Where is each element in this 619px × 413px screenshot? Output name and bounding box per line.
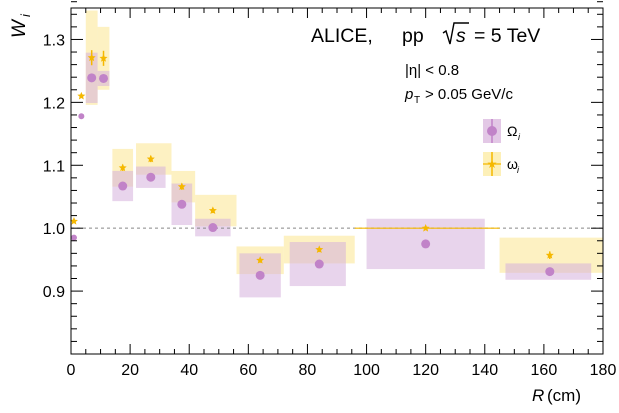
x-axis-label-unit: (cm) [547, 386, 581, 405]
omega-small-point-3 [99, 54, 108, 62]
omega-big-point-0 [70, 234, 77, 241]
omega-small-point-11 [545, 251, 554, 259]
x-tick-label: 80 [299, 362, 317, 379]
x-tick-label: 120 [412, 362, 439, 379]
x-tick-label: 160 [531, 362, 558, 379]
x-tick-label: 60 [239, 362, 257, 379]
x-tick-label: 140 [471, 362, 498, 379]
sqrt-s-label: s [456, 25, 466, 47]
y-tick-label: 0.9 [43, 284, 65, 301]
legend: Ω i ★ ω i [483, 119, 521, 176]
legend-omega-small-marker: ★ [487, 157, 498, 171]
omega-big-point-7 [208, 223, 218, 233]
pt-subscript: T [414, 95, 420, 106]
omega-big-point-9 [314, 259, 324, 269]
energy-label: = 5 TeV [474, 25, 540, 47]
y-tick-label: 1.1 [43, 158, 65, 175]
systematic-boxes [85, 10, 603, 298]
x-tick-label: 0 [67, 362, 76, 379]
y-axis-label: W [9, 18, 30, 38]
y-tick-label: 1.0 [43, 221, 65, 238]
axes: 0 20 40 60 80 100 120 140 160 180 0.9 1.0 1.1 1.2 1.3 [43, 1, 617, 379]
omega-small-point-5 [146, 154, 155, 163]
system-label: pp [402, 25, 424, 47]
y-axis-label-sub: i [18, 13, 33, 17]
legend-omega-big-sub: i [518, 132, 521, 142]
omega-small-point-8 [256, 256, 265, 264]
x-axis-label-var: R [532, 386, 544, 405]
omega-small-point-4 [118, 163, 127, 172]
eta-cut-label: |η| < 0.8 [405, 62, 459, 79]
omega-big-point-1 [78, 113, 85, 120]
y-tick-label: 1.3 [43, 32, 65, 49]
omega-small-point-7 [208, 206, 217, 214]
omega-small-point-1 [77, 91, 86, 100]
omega-big-point-10 [421, 239, 431, 249]
pt-label: p [404, 86, 413, 103]
x-tick-label: 20 [121, 362, 139, 379]
pt-cut-label: > 0.05 GeV/c [425, 86, 513, 103]
omega-small-point-10 [421, 223, 430, 232]
sqrt-sign [442, 22, 469, 45]
y-axis-title: W i [9, 13, 33, 38]
omega-big-point-11 [545, 267, 555, 277]
x-tick-label: 180 [590, 362, 617, 379]
omega-small-point-2 [87, 53, 96, 62]
x-axis-title: R (cm) [532, 386, 581, 405]
data-points [69, 53, 555, 280]
legend-omega-big-label: Ω [507, 123, 517, 139]
legend-omega-big-marker [487, 126, 497, 136]
y-tick-label: 1.2 [43, 95, 65, 112]
x-tick-label: 100 [353, 362, 380, 379]
omega-big-point-4 [118, 181, 128, 191]
omega-small-point-9 [315, 245, 324, 253]
omega-small-point-0 [69, 217, 78, 225]
omega-big-point-5 [146, 172, 156, 182]
legend-omega-small-label: ω [507, 156, 518, 172]
omega-small-point-6 [177, 182, 186, 191]
omega-big-point-6 [177, 199, 187, 209]
legend-omega-small-sub: i [517, 165, 520, 175]
omega-big-point-3 [99, 73, 109, 83]
x-tick-label: 40 [180, 362, 198, 379]
omega-big-point-2 [87, 73, 97, 83]
annotation-block: ALICE, pp s = 5 TeV |η| < 0.8 p T > 0.05… [311, 22, 540, 106]
omega-big-point-8 [255, 270, 265, 280]
experiment-label: ALICE, [311, 25, 373, 47]
